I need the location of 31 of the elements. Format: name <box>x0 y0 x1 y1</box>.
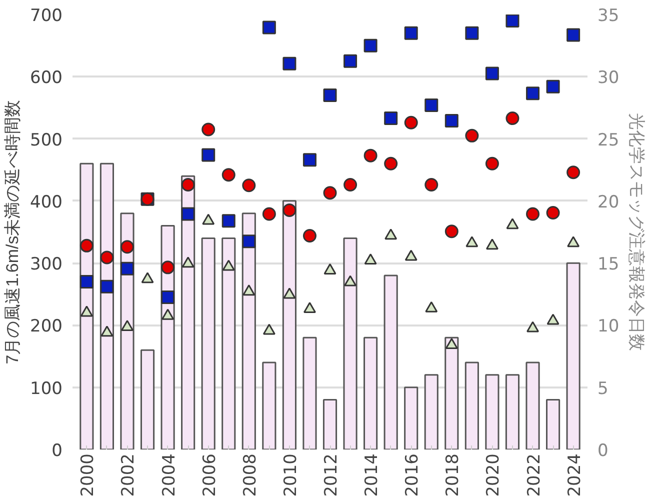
y2-tick-label: 35 <box>598 6 620 26</box>
x-tick-label: 2014 <box>362 454 382 497</box>
y-tick-label: 600 <box>30 68 63 88</box>
x-tick-label: 2016 <box>402 454 423 497</box>
x-tick-label: 2000 <box>78 454 98 497</box>
x-tick-label: 2022 <box>524 454 544 497</box>
y2-tick-label: 0 <box>598 441 608 461</box>
y2-tick-label: 30 <box>598 68 620 88</box>
y2-tick-label: 20 <box>598 192 620 212</box>
x-tick-label: 2002 <box>118 454 139 497</box>
x-tick-label: 2008 <box>240 454 260 497</box>
y-tick-label: 300 <box>30 254 63 275</box>
y-tick-label: 0 <box>52 441 63 461</box>
y-tick-label: 400 <box>30 192 63 212</box>
y2-tick-label: 15 <box>598 254 620 275</box>
y2-tick-label: 5 <box>598 378 608 399</box>
x-tick-label: 2024 <box>564 454 585 497</box>
y-tick-label: 200 <box>30 316 63 337</box>
y2-axis-title: 光化学スモッグ注意報発令日数 <box>627 113 646 351</box>
y-tick-label: 100 <box>30 378 63 399</box>
y-axis-title: 7月の風速1.6m/s未満の延べ時間数 <box>3 100 22 364</box>
x-tick-label: 2018 <box>443 454 464 497</box>
y2-tick-label: 10 <box>598 316 620 337</box>
x-tick-label: 2020 <box>484 454 504 497</box>
y2-tick-label: 25 <box>598 130 620 150</box>
y-tick-label: 700 <box>30 6 63 26</box>
x-tick-label: 2012 <box>322 454 342 497</box>
x-tick-label: 2006 <box>200 454 220 497</box>
x-tick-label: 2010 <box>280 454 301 497</box>
y-tick-label: 500 <box>30 130 63 150</box>
x-tick-label: 2004 <box>159 454 180 497</box>
